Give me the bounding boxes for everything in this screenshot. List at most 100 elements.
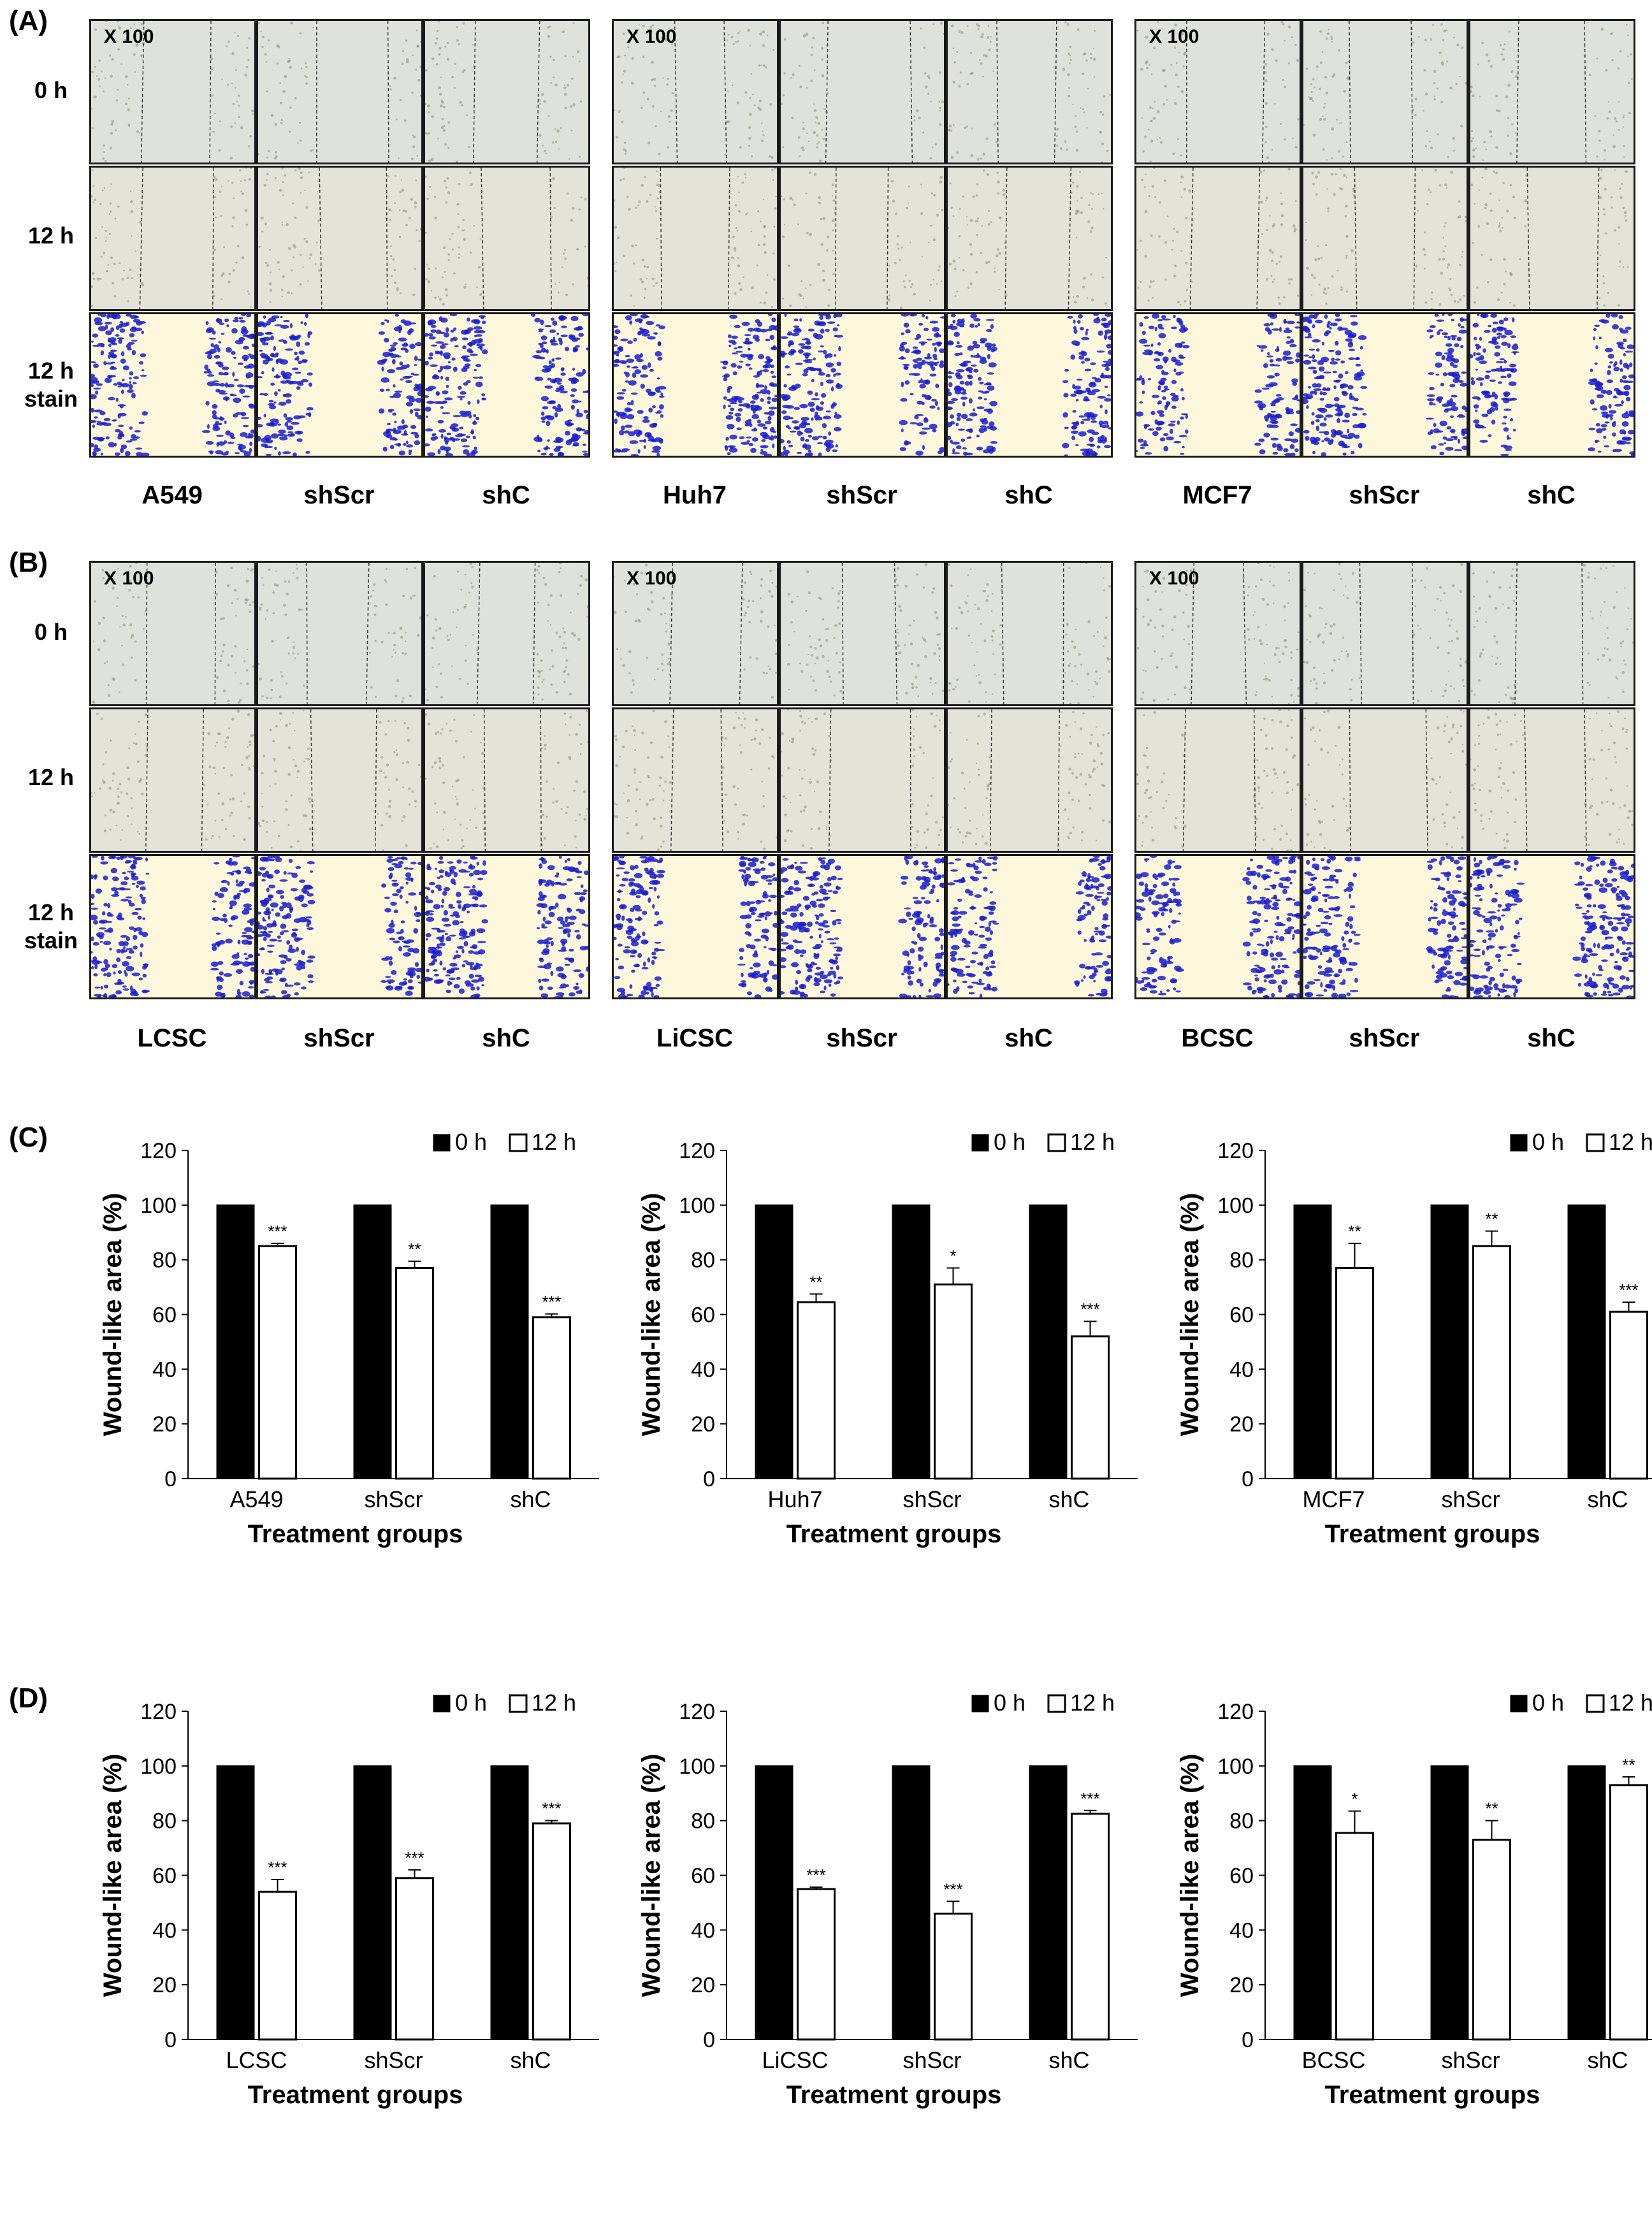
y-axis-label: Wound-like area (%) (99, 1193, 127, 1437)
y-tick-label: 0 (164, 2028, 177, 2052)
stained-micrograph (1134, 312, 1301, 458)
stained-micrograph (612, 312, 779, 458)
bar-0h (353, 1765, 392, 2040)
stained-micrograph (779, 854, 946, 999)
row-label-stain: stain (24, 386, 78, 412)
category-label: shScr (1441, 2047, 1500, 2073)
micrograph (612, 707, 779, 853)
micrograph (1301, 561, 1468, 706)
chart-svg: 0 20 40 60 80 100 120 Wound-like area (%) *** A54… (99, 1129, 599, 1548)
micrograph (779, 19, 946, 164)
stained-micrograph (946, 854, 1113, 999)
bar-12h (395, 1267, 434, 1480)
micrograph (423, 19, 590, 164)
sample-label: BCSC (1181, 1024, 1254, 1052)
bar-12h (934, 1283, 973, 1480)
x-axis-label: Treatment groups (248, 2081, 463, 2109)
category-label: shC (1587, 2047, 1628, 2073)
micrograph (1301, 166, 1468, 311)
micrograph (946, 166, 1113, 311)
stained-micrograph (256, 312, 423, 458)
category-label: BCSC (1301, 2047, 1365, 2073)
sample-label: LiCSC (656, 1024, 733, 1052)
significance-label: ** (408, 1240, 421, 1259)
y-tick-label: 120 (140, 1139, 177, 1163)
legend-swatch-12h (1586, 1133, 1605, 1152)
bar-0h (755, 1204, 793, 1479)
significance-label: *** (1080, 1789, 1099, 1808)
y-axis-label: Wound-like area (%) (637, 1193, 665, 1437)
micrograph (779, 561, 946, 706)
significance-label: ** (1485, 1210, 1498, 1229)
y-axis-label: Wound-like area (%) (1176, 1754, 1204, 1997)
row-label-12h-stain-b: 12 h stain (6, 899, 96, 955)
significance-label: *** (1080, 1300, 1099, 1319)
bar-0h (1293, 1204, 1332, 1479)
row-label-12h: 12 h (27, 358, 75, 384)
legend-swatch-0h (433, 1134, 451, 1152)
legend-swatch-0h (971, 1134, 989, 1152)
micrograph (256, 166, 423, 311)
y-tick-label: 80 (691, 1249, 715, 1273)
category-label: LCSC (226, 2047, 287, 2073)
significance-label: * (1351, 1790, 1358, 1809)
magnification-label: X 100 (1149, 568, 1199, 589)
micrograph (946, 561, 1113, 706)
micrograph (1301, 707, 1468, 853)
micrograph (256, 19, 423, 164)
y-tick-label: 60 (691, 1303, 715, 1328)
y-tick-label: 0 (703, 1467, 715, 1491)
micrograph (256, 707, 423, 853)
magnification-label: X 100 (104, 568, 154, 589)
y-tick-label: 100 (1217, 1755, 1254, 1779)
y-tick-label: 100 (679, 1755, 715, 1779)
bar-12h (1071, 1335, 1110, 1480)
category-label: shScr (364, 1486, 423, 1512)
significance-label: *** (1619, 1280, 1638, 1300)
y-tick-label: 120 (1217, 1139, 1254, 1163)
sample-label: shScr (826, 1024, 897, 1052)
sample-label: A549 (141, 481, 203, 509)
chart-svg: 0 20 40 60 80 100 120 Wound-like area (%) *** LiC… (637, 1690, 1138, 2109)
y-tick-label: 20 (691, 1412, 715, 1437)
x-axis-label: Treatment groups (786, 2081, 1002, 2109)
significance-label: *** (405, 1848, 424, 1867)
legend-label: 0 h (994, 1129, 1025, 1155)
micrograph (612, 166, 779, 311)
y-tick-label: 20 (152, 1973, 177, 1997)
stained-micrograph (256, 854, 423, 999)
bar-12h (1335, 1267, 1374, 1480)
significance-label: *** (268, 1222, 287, 1241)
chart-svg: 0 20 40 60 80 100 120 Wound-like area (%) *** LCS… (99, 1690, 599, 2109)
y-tick-label: 120 (679, 1139, 715, 1163)
category-label: shScr (902, 2047, 961, 2073)
bar-12h (1472, 1245, 1511, 1480)
magnification-label: X 100 (1149, 26, 1199, 47)
x-axis-label: Treatment groups (1325, 2081, 1540, 2109)
bar-0h (1567, 1765, 1606, 2040)
stained-micrograph (1301, 854, 1468, 999)
legend-swatch-12h (1047, 1133, 1066, 1152)
significance-label: ** (1348, 1222, 1361, 1241)
bar-12h (532, 1316, 571, 1480)
y-tick-label: 40 (152, 1358, 177, 1382)
y-tick-label: 100 (679, 1194, 715, 1218)
x-axis-label: Treatment groups (786, 1520, 1002, 1548)
y-tick-label: 120 (140, 1700, 177, 1724)
bar-12h (532, 1822, 571, 2041)
significance-label: *** (542, 1799, 561, 1818)
bar-12h (1472, 1839, 1511, 2041)
legend-swatch-0h (433, 1695, 451, 1713)
y-tick-label: 120 (1217, 1700, 1254, 1724)
significance-label: * (950, 1247, 956, 1266)
stained-micrograph (612, 854, 779, 999)
sample-label: shC (482, 481, 530, 509)
bar-0h (216, 1204, 255, 1479)
legend-label: 12 h (1609, 1129, 1652, 1155)
x-axis-label: Treatment groups (248, 1520, 463, 1548)
panel-label-d: (D) (9, 1683, 48, 1714)
y-tick-label: 40 (1229, 1918, 1254, 1943)
bar-0h (755, 1765, 793, 2040)
micrograph (946, 707, 1113, 853)
stained-micrograph (423, 312, 590, 458)
